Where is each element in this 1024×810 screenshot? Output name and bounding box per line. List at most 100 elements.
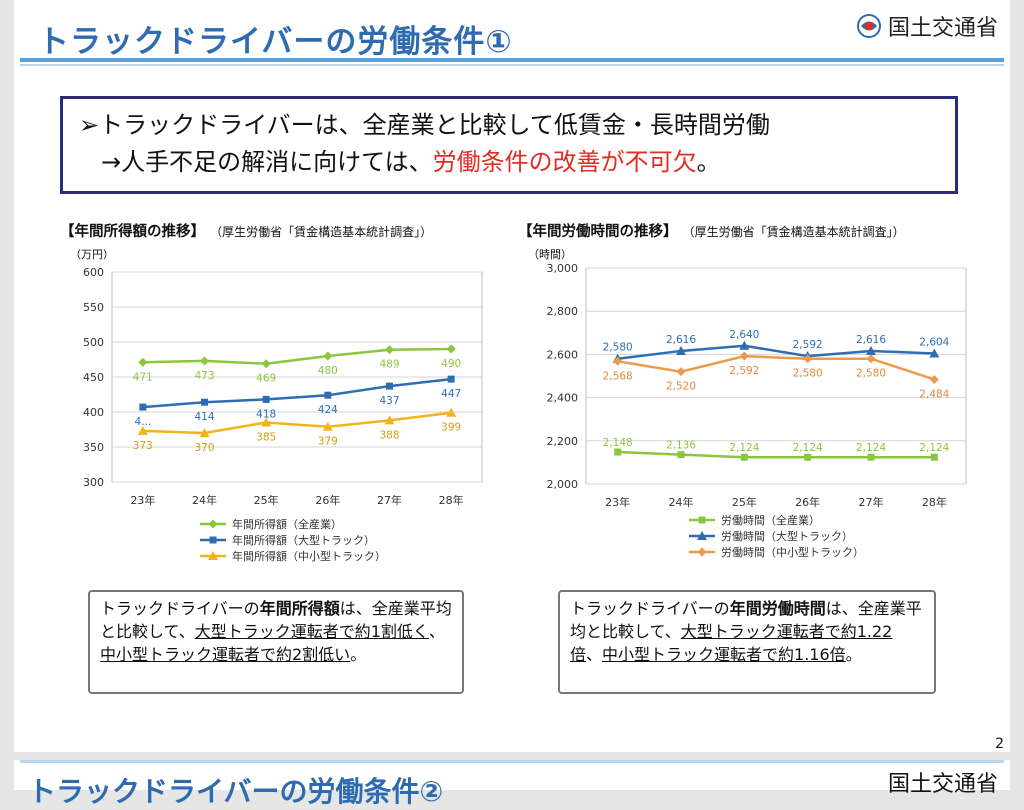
data-point	[677, 451, 685, 459]
data-label: 414	[194, 411, 214, 423]
data-label: 2,592	[793, 339, 823, 351]
data-point	[929, 348, 940, 358]
legend-label: 年間所得額（中小型トラック）	[232, 549, 386, 563]
y-tick-label: 450	[83, 371, 104, 384]
data-point	[261, 359, 271, 369]
series-line	[617, 344, 935, 360]
data-label: 447	[441, 388, 461, 400]
data-label: 489	[379, 359, 399, 371]
data-point	[447, 375, 455, 383]
legend-marker	[697, 547, 707, 557]
y-tick-label: 350	[83, 441, 104, 454]
legend-marker	[697, 531, 707, 540]
income-chart-source: （厚生労働省「賃金構造基本統計調査」）	[210, 225, 433, 239]
legend-label: 年間所得額（全産業）	[232, 517, 342, 531]
data-point	[740, 453, 748, 461]
data-point	[866, 354, 876, 364]
plot-area	[585, 267, 967, 485]
data-label: 2,136	[666, 440, 696, 452]
data-label: 2,580	[856, 368, 886, 380]
data-point	[324, 391, 332, 399]
data-label: 388	[379, 429, 399, 441]
data-label: 2,124	[729, 442, 759, 454]
data-label: 437	[379, 395, 399, 407]
legend-marker	[208, 519, 218, 529]
data-point	[614, 448, 622, 456]
data-label: 2,124	[919, 442, 949, 454]
data-label: 469	[256, 373, 276, 385]
hours-chart-title-text: 【年間労働時間の推移】	[518, 224, 678, 240]
data-point	[613, 356, 623, 366]
data-point	[446, 344, 456, 354]
data-label: 2,148	[603, 437, 633, 449]
data-point	[138, 357, 148, 367]
legend-label: 労働時間（全産業）	[721, 513, 820, 527]
hours-chart-source: （厚生労働省「賃金構造基本統計調査」）	[682, 225, 905, 239]
legend-marker	[209, 536, 217, 544]
data-point	[199, 428, 210, 437]
data-point	[803, 354, 813, 364]
data-point	[929, 374, 939, 384]
y-tick-label: 500	[83, 336, 104, 349]
hours-chart-unit: （時間）	[528, 248, 572, 261]
data-label: 2,640	[729, 329, 759, 341]
series-line	[142, 377, 452, 409]
data-point	[384, 415, 395, 425]
data-point	[322, 421, 333, 431]
data-label: 2,580	[603, 342, 633, 354]
data-point	[866, 345, 876, 355]
data-point	[867, 453, 875, 461]
income-chart-unit: （万円）	[70, 248, 114, 261]
y-tick-label: 600	[83, 266, 104, 279]
income-note: トラックドライバーの年間所得額は、全産業平均と比較して、大型トラック運転者で約1…	[88, 590, 464, 694]
y-tick-label: 2,200	[547, 435, 579, 448]
data-point	[261, 417, 272, 427]
hours-note-text-2: は、全産業平均と比較して、	[570, 599, 922, 641]
series-line	[617, 450, 935, 459]
data-point	[323, 351, 333, 361]
hours-note-text-4: 。	[845, 645, 862, 664]
summary-highlight: 労働条件の改善が不可欠	[432, 148, 697, 176]
data-label: 2,604	[919, 337, 949, 349]
summary-line-2-post: 。	[696, 148, 721, 176]
page-title: トラックドライバーの労働条件①	[38, 24, 513, 60]
income-note-underline-1: 大型トラック運転者で約1割低く	[194, 622, 429, 641]
data-point	[386, 382, 393, 390]
x-tick-label: 26年	[315, 493, 340, 507]
x-tick-label: 28年	[922, 495, 947, 509]
summary-line-2-pre: →人手不足の解消に向けては、	[101, 148, 433, 176]
data-label: 424	[318, 404, 338, 416]
summary-line-1: ➢トラックドライバーは、全産業と比較して低賃金・長時間労働	[79, 111, 770, 139]
y-tick-label: 300	[83, 476, 104, 489]
mlit-emblem-icon	[856, 14, 881, 38]
data-point	[446, 407, 457, 417]
hours-note: トラックドライバーの年間労働時間は、全産業平均と比較して、大型トラック運転者で約…	[558, 590, 936, 694]
x-tick-label: 25年	[254, 493, 279, 507]
x-tick-label: 26年	[795, 495, 820, 509]
x-tick-label: 23年	[605, 495, 630, 509]
y-tick-label: 2,600	[547, 348, 579, 361]
next-slide-ministry: 国土交通省	[887, 772, 998, 797]
data-point	[200, 356, 209, 366]
series-line	[617, 354, 935, 381]
data-label: 373	[133, 440, 153, 452]
legend-label: 労働時間（大型トラック）	[721, 529, 853, 543]
title-divider-light	[20, 64, 1004, 66]
ministry-logo: 国土交通省	[856, 10, 998, 42]
data-label: 2,616	[666, 334, 696, 346]
data-point	[139, 403, 147, 411]
data-label: 385	[256, 432, 276, 444]
y-tick-label: 2,400	[547, 392, 579, 405]
x-tick-label: 24年	[669, 495, 694, 509]
legend-marker	[208, 551, 218, 560]
title-divider	[20, 58, 1004, 62]
data-point	[739, 351, 749, 361]
slide: トラックドライバーの労働条件① 国土交通省 ➢トラックドライバーは、全産業と比較…	[14, 0, 1010, 752]
data-label: 2,616	[856, 334, 886, 346]
data-label: 379	[318, 436, 338, 448]
x-tick-label: 24年	[192, 493, 217, 507]
data-point	[739, 340, 750, 350]
data-label: 473	[194, 370, 214, 382]
next-slide-preview: トラックドライバーの労働条件② 国土交通省	[14, 760, 1010, 808]
data-point	[385, 345, 394, 355]
